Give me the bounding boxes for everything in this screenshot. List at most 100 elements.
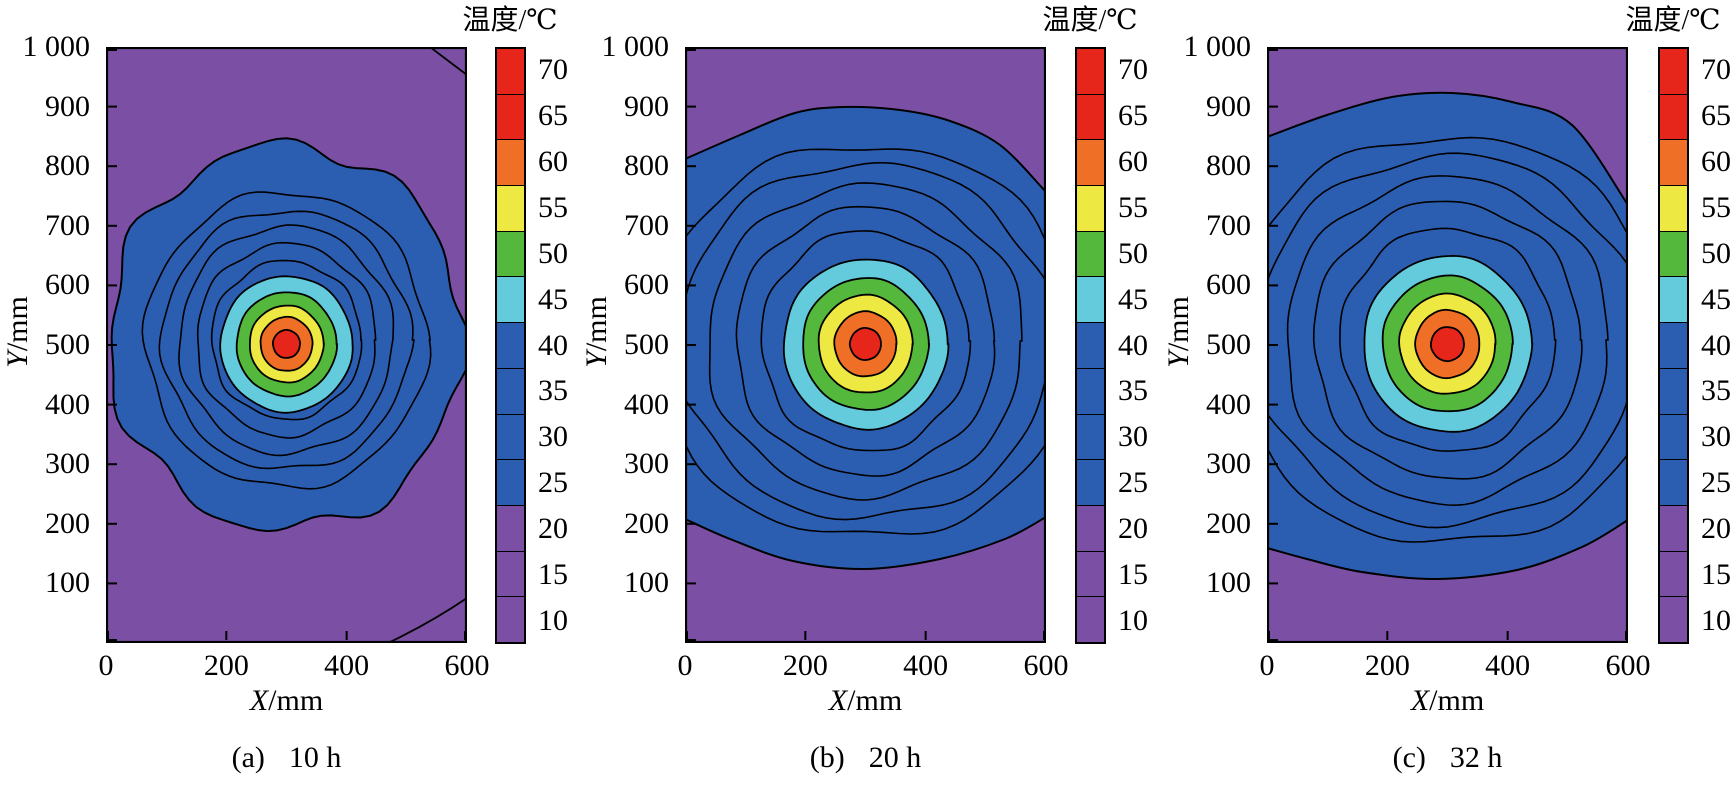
colorbar-segment (1660, 322, 1687, 368)
x-tick-label: 400 (903, 649, 949, 682)
contour-ring (178, 224, 395, 457)
y-tick-label: 100 (624, 566, 669, 600)
colorbar-tick-label: 50 (538, 236, 568, 270)
contour-line-25c-top (685, 105, 1046, 193)
colorbar (1075, 47, 1106, 644)
y-tick-mark (1269, 463, 1278, 466)
y-tick-mark (108, 284, 117, 287)
x-axis-unit: /mm (1429, 684, 1485, 717)
colorbar-segment (497, 459, 524, 505)
y-tick-mark (108, 639, 117, 641)
x-tick-mark (804, 631, 807, 640)
colorbar-tick-label: 15 (1118, 558, 1148, 592)
y-tick-mark (1269, 639, 1278, 641)
x-axis-var: X (249, 684, 269, 717)
colorbar-tick-label: 60 (1118, 144, 1148, 178)
colorbar-tick-label: 45 (1701, 282, 1731, 316)
zone-red-65c (848, 327, 882, 362)
y-tick-label: 200 (1206, 506, 1251, 540)
y-tick-mark (687, 344, 696, 346)
colorbar-segment (1660, 276, 1687, 323)
y-tick-mark (108, 49, 117, 51)
colorbar-segment (497, 504, 524, 551)
y-tick-label: 500 (1206, 328, 1251, 361)
colorbar-tick-label: 65 (1118, 98, 1148, 132)
colorbar-tick-label: 40 (538, 328, 568, 362)
colorbar-tick-label: 20 (538, 512, 568, 546)
colorbar-tick-label: 20 (1701, 512, 1731, 546)
y-tick-mark (108, 403, 117, 406)
corner-contour-line (429, 47, 467, 76)
y-tick-mark (687, 522, 696, 525)
y-tick-label: 600 (1206, 268, 1251, 302)
y-tick-label: 800 (1206, 149, 1251, 183)
colorbar-tick-label: 70 (1118, 52, 1148, 86)
x-axis-title: X/mm (1358, 684, 1538, 718)
y-tick-label: 700 (624, 208, 669, 242)
y-tick-mark (687, 582, 696, 585)
x-tick-label: 600 (1605, 649, 1651, 682)
y-tick-mark (1269, 49, 1278, 51)
contour-ring (685, 162, 1046, 521)
colorbar-tick-label: 55 (538, 190, 568, 224)
y-tick-mark (1269, 165, 1278, 168)
contour-line-25c-bottom (685, 516, 1046, 571)
colorbar-segment (1660, 596, 1687, 642)
contour-ring (735, 205, 996, 477)
y-tick-mark (687, 165, 696, 168)
colorbar-segment (1077, 93, 1104, 140)
contour-ring (1312, 200, 1583, 480)
x-axis-title: X/mm (776, 684, 956, 718)
x-tick-label: 600 (444, 649, 490, 682)
caption-time: 20 h (868, 741, 922, 774)
corner-contour-line (387, 597, 467, 643)
x-tick-mark (345, 631, 348, 640)
y-tick-mark (108, 463, 117, 466)
colorbar-segment (1077, 413, 1104, 460)
y-tick-mark (108, 344, 117, 346)
plot-frame (685, 47, 1046, 643)
x-axis-var: X (828, 684, 848, 717)
colorbar-segment (1660, 49, 1687, 94)
x-tick-mark (1506, 631, 1509, 640)
colorbar-tick-label: 65 (538, 98, 568, 132)
y-tick-label: 400 (624, 387, 669, 421)
contour-ring (708, 182, 1023, 501)
y-tick-label: 100 (45, 566, 90, 600)
x-axis-var: X (1410, 684, 1430, 717)
colorbar-segment (1077, 322, 1104, 368)
colorbar-segment (497, 550, 524, 597)
y-tick-label: 500 (624, 328, 669, 361)
colorbar-tick-label: 30 (538, 420, 568, 454)
y-tick-mark (687, 463, 696, 466)
colorbar-tick-label: 45 (538, 282, 568, 316)
colorbar-tick-label: 20 (1118, 512, 1148, 546)
y-tick-mark (1269, 224, 1278, 227)
y-tick-label: 100 (1206, 566, 1251, 600)
zone-red-65c (1430, 326, 1465, 363)
colorbar-tick-label: 45 (1118, 282, 1148, 316)
y-tick-mark (108, 582, 117, 585)
colorbar-tick-label: 25 (1118, 466, 1148, 500)
contour-ring (760, 230, 972, 452)
y-tick-label: 200 (624, 506, 669, 540)
colorbar-tick-label: 35 (1118, 374, 1148, 408)
x-tick-mark (924, 631, 927, 640)
caption-index: (c) (1392, 741, 1426, 774)
colorbar-segment (1660, 504, 1687, 551)
y-tick-mark (1269, 344, 1278, 346)
colorbar-tick-label: 70 (1701, 52, 1731, 86)
y-tick-label: 900 (45, 89, 90, 123)
colorbar-segment (1660, 459, 1687, 505)
colorbar-tick-label: 10 (1701, 604, 1731, 638)
contour-layers (685, 47, 1046, 643)
colorbar-tick-label: 35 (538, 374, 568, 408)
y-tick-label: 1 000 (22, 30, 91, 63)
y-tick-label: 800 (624, 149, 669, 183)
colorbar-title: 温度/℃ (1625, 5, 1721, 36)
colorbar-title: 温度/℃ (462, 5, 558, 36)
colorbar-segment (1660, 413, 1687, 460)
x-tick-label: 0 (677, 649, 693, 682)
colorbar (495, 47, 526, 644)
caption-index: (a) (231, 741, 265, 774)
